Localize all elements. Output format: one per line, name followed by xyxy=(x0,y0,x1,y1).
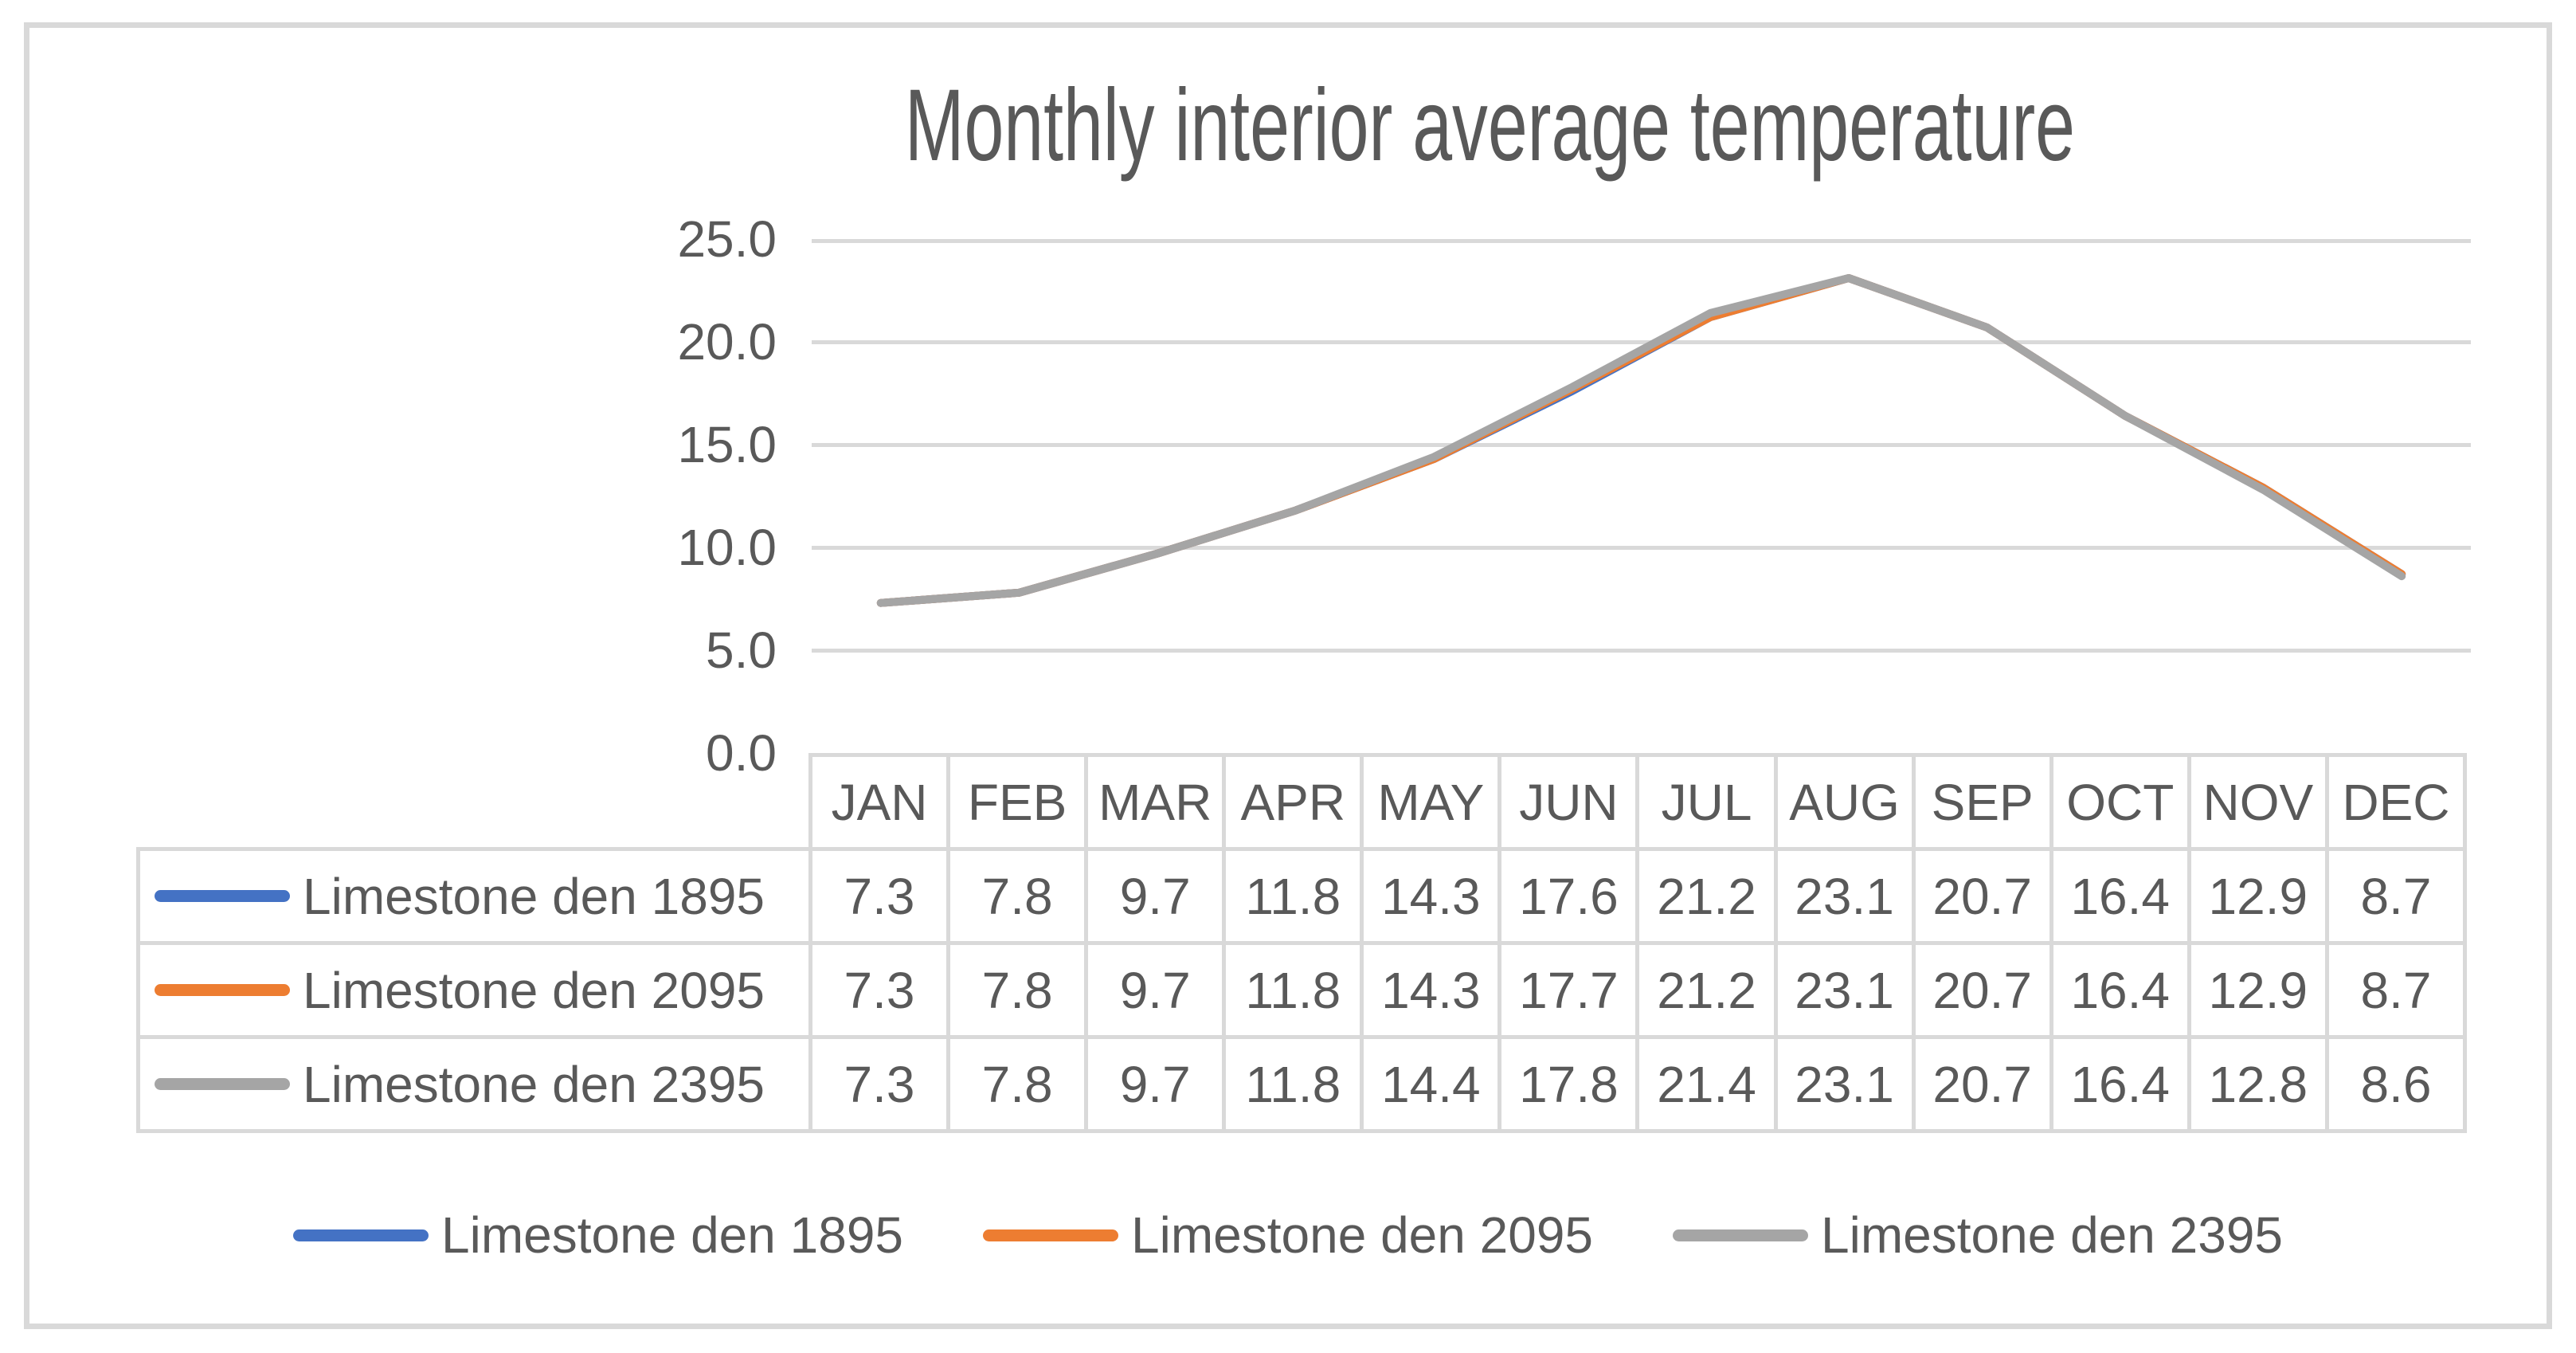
y-axis-tick-label: 10.0 xyxy=(677,519,777,576)
month-header-cell: SEP xyxy=(1911,753,2053,851)
month-header-cell: MAY xyxy=(1360,753,1502,851)
month-header-cell: NOV xyxy=(2186,753,2329,851)
legend-entry: Limestone den 2095 xyxy=(983,1206,1593,1265)
value-cell: 16.4 xyxy=(2049,847,2191,945)
month-header-cell: DEC xyxy=(2324,753,2468,851)
table-corner-spacer xyxy=(139,755,811,849)
series-line-marker xyxy=(155,1078,290,1090)
value-cell: 23.1 xyxy=(1773,847,1916,945)
series-label-inner: Limestone den 2095 xyxy=(155,947,807,1033)
series-line-marker xyxy=(155,890,290,902)
value-cell: 8.7 xyxy=(2324,941,2468,1039)
table-row: Limestone den 2095 7.3 7.8 9.7 11.8 14.3 17.7 2… xyxy=(136,941,2468,1039)
series-label-inner: Limestone den 2395 xyxy=(155,1041,807,1128)
y-axis-tick-label: 5.0 xyxy=(706,622,777,679)
series-line-limestone-den-2395 xyxy=(876,274,2406,607)
table-row: Limestone den 2395 7.3 7.8 9.7 11.8 14.4 17.8 2… xyxy=(136,1035,2468,1133)
series-label-cell: Limestone den 2395 xyxy=(136,1035,812,1133)
gridline xyxy=(812,239,2471,243)
series-label-inner: Limestone den 1895 xyxy=(155,853,807,939)
month-header-cell: OCT xyxy=(2049,753,2191,851)
legend: Limestone den 1895 Limestone den 2095 Lime… xyxy=(0,1179,2576,1291)
value-cell: 12.9 xyxy=(2186,941,2329,1039)
series-name: Limestone den 1895 xyxy=(303,867,765,925)
value-cell: 8.7 xyxy=(2324,847,2468,945)
chart-title: Monthly interior average temperature xyxy=(430,70,2549,182)
value-cell: 7.8 xyxy=(946,941,1089,1039)
y-axis-tick-label: 20.0 xyxy=(677,313,777,371)
month-header-cell: FEB xyxy=(946,753,1089,851)
plot-area xyxy=(812,239,2471,753)
value-cell: 7.3 xyxy=(808,941,951,1039)
value-cell: 14.3 xyxy=(1360,941,1502,1039)
value-cell: 21.2 xyxy=(1635,847,1778,945)
series-label-cell: Limestone den 1895 xyxy=(136,847,812,945)
value-cell: 16.4 xyxy=(2049,941,2191,1039)
legend-entry: Limestone den 2395 xyxy=(1673,1206,2283,1265)
value-cell: 21.4 xyxy=(1635,1035,1778,1133)
value-cell: 11.8 xyxy=(1222,941,1364,1039)
value-cell: 20.7 xyxy=(1911,941,2053,1039)
table-row: Limestone den 1895 7.3 7.8 9.7 11.8 14.3 17.6 2… xyxy=(136,847,2468,945)
series-label-cell: Limestone den 2095 xyxy=(136,941,812,1039)
month-header-cell: AUG xyxy=(1773,753,1916,851)
y-axis-tick-label: 0.0 xyxy=(706,724,777,782)
gridline xyxy=(812,339,2471,344)
value-cell: 8.6 xyxy=(2324,1035,2468,1133)
table-header-row: JAN FEB MAR APR MAY JUN JUL AUG SEP OCT NOV DEC xyxy=(139,753,2468,851)
value-cell: 9.7 xyxy=(1084,847,1227,945)
data-table: JAN FEB MAR APR MAY JUN JUL AUG SEP OCT NOV DEC Lime… xyxy=(136,753,2468,1133)
y-axis-tick-label: 15.0 xyxy=(677,416,777,473)
line-series-canvas xyxy=(876,274,2406,607)
month-header-cell: JUL xyxy=(1635,753,1778,851)
gridline xyxy=(812,648,2471,653)
legend-line-marker xyxy=(293,1229,429,1241)
value-cell: 14.4 xyxy=(1360,1035,1502,1133)
value-cell: 9.7 xyxy=(1084,941,1227,1039)
value-cell: 17.8 xyxy=(1497,1035,1640,1133)
legend-entry: Limestone den 1895 xyxy=(293,1206,903,1265)
legend-line-marker xyxy=(1673,1229,1808,1241)
chart-title-text: Monthly interior average temperature xyxy=(904,69,2075,182)
value-cell: 12.8 xyxy=(2186,1035,2329,1133)
month-header-cell: JUN xyxy=(1497,753,1640,851)
value-cell: 23.1 xyxy=(1773,1035,1916,1133)
month-header-cell: APR xyxy=(1222,753,1364,851)
value-cell: 7.3 xyxy=(808,847,951,945)
month-header-cell: JAN xyxy=(808,753,951,851)
legend-line-marker xyxy=(983,1229,1118,1241)
legend-label: Limestone den 2395 xyxy=(1821,1206,2283,1264)
month-header-cell: MAR xyxy=(1084,753,1227,851)
value-cell: 9.7 xyxy=(1084,1035,1227,1133)
value-cell: 7.8 xyxy=(946,1035,1089,1133)
value-cell: 11.8 xyxy=(1222,1035,1364,1133)
value-cell: 20.7 xyxy=(1911,1035,2053,1133)
series-line-marker xyxy=(155,984,290,996)
value-cell: 7.3 xyxy=(808,1035,951,1133)
value-cell: 12.9 xyxy=(2186,847,2329,945)
legend-label: Limestone den 2095 xyxy=(1131,1206,1593,1264)
value-cell: 20.7 xyxy=(1911,847,2053,945)
gridline xyxy=(812,442,2471,447)
legend-label: Limestone den 1895 xyxy=(441,1206,903,1264)
value-cell: 23.1 xyxy=(1773,941,1916,1039)
series-name: Limestone den 2395 xyxy=(303,1055,765,1113)
value-cell: 21.2 xyxy=(1635,941,1778,1039)
y-axis-tick-label: 25.0 xyxy=(677,210,777,268)
value-cell: 17.7 xyxy=(1497,941,1640,1039)
value-cell: 7.8 xyxy=(946,847,1089,945)
value-cell: 17.6 xyxy=(1497,847,1640,945)
series-name: Limestone den 2095 xyxy=(303,961,765,1019)
gridline xyxy=(812,545,2471,550)
value-cell: 14.3 xyxy=(1360,847,1502,945)
value-cell: 11.8 xyxy=(1222,847,1364,945)
value-cell: 16.4 xyxy=(2049,1035,2191,1133)
